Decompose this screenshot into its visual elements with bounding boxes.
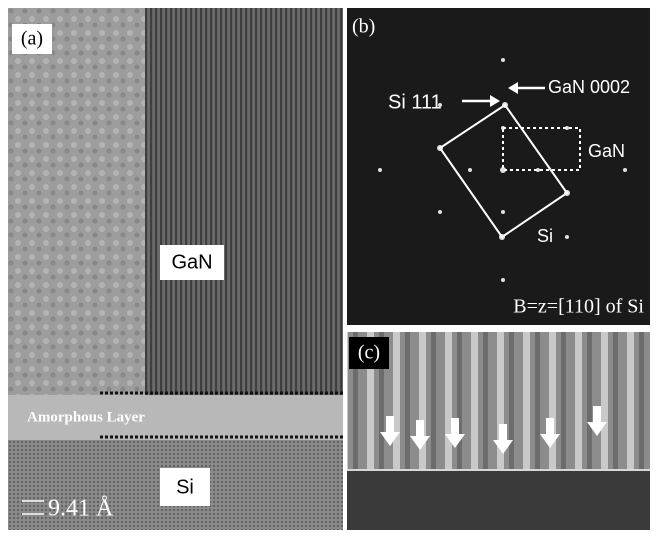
gan-label: GaN <box>171 251 212 273</box>
si-label: Si <box>176 476 194 498</box>
gan-label: GaN <box>588 141 625 161</box>
diffraction-pattern <box>347 8 650 325</box>
panel-label: (a) <box>21 28 43 50</box>
panel-b: (b) Si 111 GaN 0002 GaN Si B=z=[110] of … <box>347 8 650 325</box>
gan-spot-label: GaN 0002 <box>548 77 630 97</box>
si-spot-label: Si 111 <box>388 91 442 113</box>
si-label: Si <box>537 226 553 246</box>
panel-c: (c) <box>347 332 650 530</box>
panel-a: (a) GaN Amorphous Layer Si 9.41 Å <box>8 8 343 530</box>
amorphous-label: Amorphous Layer <box>27 409 145 425</box>
substrate-region <box>347 470 650 530</box>
gan-region <box>145 8 343 395</box>
panel-label: (b) <box>352 16 375 38</box>
panel-label: (c) <box>358 342 380 364</box>
zone-label: B=z=[110] of Si <box>513 296 644 318</box>
scale-label: 9.41 Å <box>48 496 114 522</box>
columns-region <box>347 332 650 470</box>
figure: (a) GaN Amorphous Layer Si 9.41 Å (b) Si… <box>0 0 658 537</box>
